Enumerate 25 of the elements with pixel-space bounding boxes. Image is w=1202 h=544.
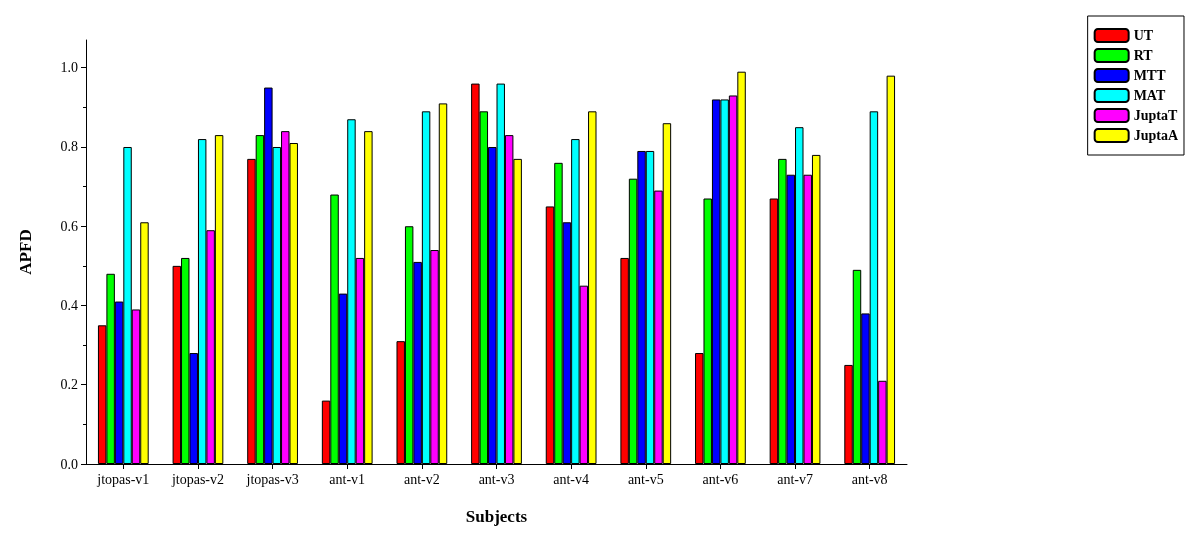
x-tick-label: ant-v2 [403, 471, 440, 487]
legend-label: MTT [1133, 68, 1167, 83]
x-tick-label: ant-v5 [627, 471, 664, 487]
legend-label: JuptaT [1133, 108, 1178, 123]
legend-label: MAT [1133, 88, 1166, 103]
x-axis-title: Subjects [465, 507, 528, 526]
y-tick-label: 1.0 [60, 60, 78, 76]
x-tick-label: ant-v8 [851, 471, 888, 487]
legend-label: JuptaA [1133, 128, 1179, 143]
x-tick-label: ant-v3 [478, 471, 515, 487]
x-tick-label: jtopas-v3 [245, 471, 299, 487]
legend-label: UT [1133, 28, 1154, 43]
x-tick-label: ant-v6 [702, 471, 739, 487]
x-tick-label: ant-v1 [329, 471, 366, 487]
y-tick-label: 0.8 [60, 139, 78, 155]
y-tick-label: 0.0 [60, 456, 78, 472]
y-tick-label: 0.6 [60, 218, 78, 234]
x-tick-label: ant-v7 [777, 471, 813, 487]
y-tick-label: 0.2 [60, 377, 78, 393]
x-tick-label: jtopas-v1 [96, 471, 150, 487]
legend-label: RT [1133, 48, 1154, 63]
y-tick-label: 0.4 [60, 298, 78, 313]
x-tick-label: ant-v4 [553, 471, 590, 487]
y-axis-title: APFD [16, 229, 35, 275]
x-tick-label: jtopas-v2 [170, 471, 225, 487]
